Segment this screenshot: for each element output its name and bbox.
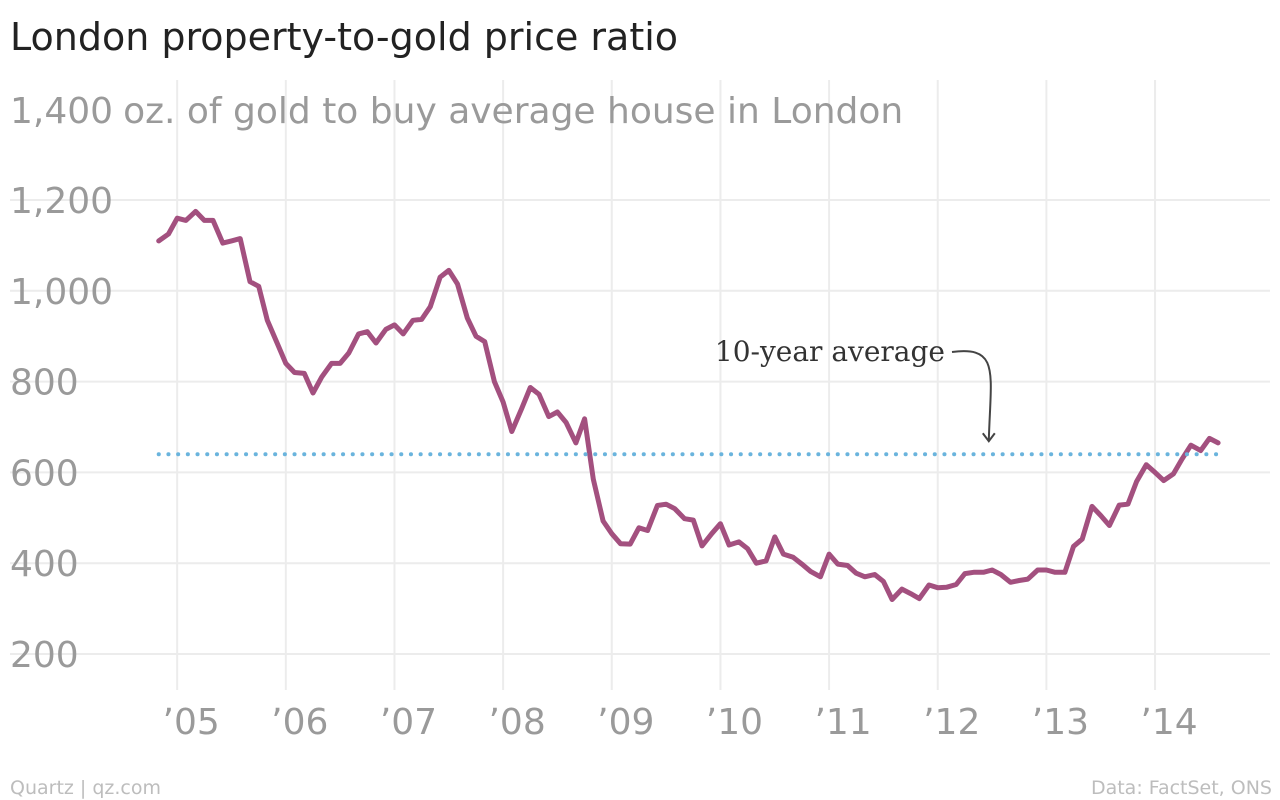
ratio-line [156, 208, 1221, 602]
x-tick-label: ’06 [271, 702, 328, 743]
y-axis-label: oz. of gold to buy average house in Lond… [123, 91, 903, 132]
x-tick-label: ’11 [814, 702, 871, 743]
y-gridlines [10, 199, 1270, 655]
y-tick-label: 800 [10, 363, 79, 404]
y-tick-label: 1,000 [10, 272, 113, 313]
y-tick-label: 200 [10, 635, 79, 676]
x-gridlines [176, 80, 1157, 690]
x-tick-label: ’07 [380, 702, 437, 743]
x-tick-label: ’09 [597, 702, 654, 743]
x-tick-label: ’10 [706, 702, 763, 743]
x-tick-label: ’13 [1032, 702, 1089, 743]
average-annotation-arrowhead [982, 432, 996, 443]
footer-credit: Quartz | qz.com [10, 777, 161, 799]
x-tick-label: ’14 [1140, 702, 1197, 743]
average-annotation-arrow [951, 350, 992, 441]
y-tick-label: 1,200 [10, 181, 113, 222]
average-annotation-label: 10-year average [715, 335, 945, 368]
x-tick-labels: ’05 ’06 ’07 ’08 ’09 ’10 ’11 ’12 ’13 ’14 [163, 702, 1198, 743]
series-layer [156, 208, 1221, 602]
top-y-tick-label: 1,400 [10, 91, 113, 132]
x-tick-label: ’08 [488, 702, 545, 743]
y-tick-label: 400 [10, 544, 79, 585]
y-tick-label: 600 [10, 453, 79, 494]
chart-title: London property-to-gold price ratio [10, 15, 678, 59]
footer-source: Data: FactSet, ONS [1091, 777, 1272, 799]
x-tick-label: ’05 [163, 702, 220, 743]
average-annotation: 10-year average [715, 335, 996, 443]
x-tick-label: ’12 [923, 702, 980, 743]
y-tick-labels: 200 400 600 800 1,000 1,200 [10, 181, 113, 676]
